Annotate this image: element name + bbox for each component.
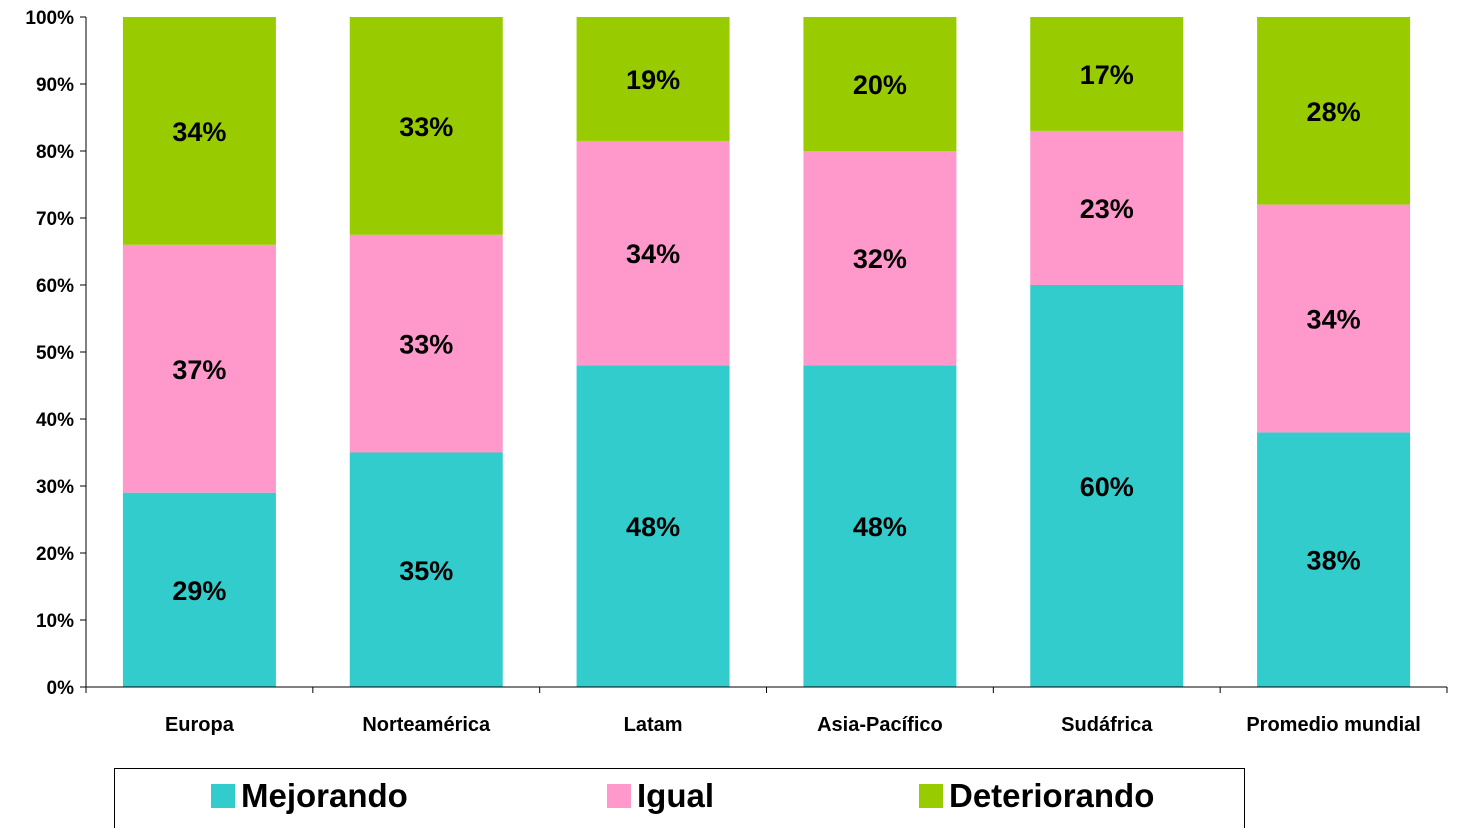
bar-latam-igual bbox=[576, 140, 730, 366]
legend-item-mejorando: Mejorando bbox=[211, 777, 408, 814]
data-label-europa-deteriorando: 34% bbox=[172, 117, 226, 147]
bar-sudafrica-mejorando bbox=[1030, 285, 1184, 687]
x-tick-label-promedio-mundial: Promedio mundial bbox=[1246, 714, 1420, 736]
y-tick-label-100: 100% bbox=[25, 8, 74, 29]
data-label-europa-mejorando: 29% bbox=[172, 576, 226, 606]
y-tick-label-50: 50% bbox=[36, 343, 74, 364]
legend-label-deteriorando: Deteriorando bbox=[949, 777, 1155, 814]
y-tick-label-80: 80% bbox=[36, 142, 74, 163]
y-tick-label-70: 70% bbox=[36, 209, 74, 230]
data-labels-group: 29% 37% 34% 35% 33% 33% 48% 34% 19% 48% 32% 20% 60% 2… bbox=[172, 60, 1360, 606]
legend-item-igual: Igual bbox=[607, 777, 715, 814]
x-tick-label-latam: Latam bbox=[624, 714, 683, 736]
legend-item-deteriorando: Deteriorando bbox=[919, 777, 1155, 814]
legend-swatch-deteriorando bbox=[919, 784, 943, 808]
y-tick-label-90: 90% bbox=[36, 75, 74, 96]
data-label-latam-mejorando: 48% bbox=[626, 512, 680, 542]
stacked-bar-chart: 29% 37% 34% 35% 33% 33% 48% 34% 19% 48% 32% 20% 60% 2… bbox=[25, 8, 1448, 736]
data-label-europa-igual: 37% bbox=[172, 355, 226, 385]
bar-norteamerica-deteriorando bbox=[349, 17, 503, 235]
data-label-asia-pacifico-igual: 32% bbox=[853, 244, 907, 274]
bar-latam-mejorando bbox=[576, 365, 730, 687]
y-tick-label-20: 20% bbox=[36, 544, 74, 565]
data-label-norteamerica-deteriorando: 33% bbox=[399, 112, 453, 142]
x-tick-label-sudafrica: Sudáfrica bbox=[1061, 714, 1153, 736]
bars-group bbox=[122, 17, 1411, 687]
x-tick-label-europa: Europa bbox=[165, 714, 235, 736]
data-label-sudafrica-mejorando: 60% bbox=[1080, 472, 1134, 502]
y-tick-label-0: 0% bbox=[47, 678, 75, 699]
y-tick-label-40: 40% bbox=[36, 410, 74, 431]
bar-promedio-mundial-mejorando bbox=[1257, 432, 1411, 687]
data-label-norteamerica-mejorando: 35% bbox=[399, 556, 453, 586]
legend: Mejorando Igual Deteriorando bbox=[114, 768, 1245, 828]
x-tick-label-asia-pacifico: Asia-Pacífico bbox=[817, 714, 943, 736]
bar-asia-pacifico-deteriorando bbox=[803, 17, 957, 151]
bar-promedio-mundial-deteriorando bbox=[1257, 17, 1411, 205]
bar-europa-igual bbox=[122, 244, 276, 493]
data-label-latam-deteriorando: 19% bbox=[626, 65, 680, 95]
x-tick-label-norteamerica: Norteamérica bbox=[362, 714, 491, 736]
data-label-sudafrica-deteriorando: 17% bbox=[1080, 60, 1134, 90]
data-label-promedio-mundial-igual: 34% bbox=[1307, 305, 1361, 335]
data-label-promedio-mundial-mejorando: 38% bbox=[1307, 546, 1361, 576]
bar-sudafrica-igual bbox=[1030, 130, 1184, 285]
data-label-promedio-mundial-deteriorando: 28% bbox=[1307, 97, 1361, 127]
data-label-latam-igual: 34% bbox=[626, 239, 680, 269]
bar-sudafrica-deteriorando bbox=[1030, 17, 1184, 131]
bar-asia-pacifico-mejorando bbox=[803, 365, 957, 687]
legend-swatch-mejorando bbox=[211, 784, 235, 808]
y-tick-label-30: 30% bbox=[36, 477, 74, 498]
bar-latam-deteriorando bbox=[576, 17, 730, 141]
bar-asia-pacifico-igual bbox=[803, 151, 957, 366]
data-label-asia-pacifico-mejorando: 48% bbox=[853, 512, 907, 542]
legend-label-igual: Igual bbox=[637, 777, 715, 814]
legend-swatch-igual bbox=[607, 784, 631, 808]
legend-label-mejorando: Mejorando bbox=[241, 777, 408, 814]
data-label-asia-pacifico-deteriorando: 20% bbox=[853, 70, 907, 100]
bar-norteamerica-igual bbox=[349, 234, 503, 453]
data-label-norteamerica-igual: 33% bbox=[399, 330, 453, 360]
bar-europa-mejorando bbox=[122, 492, 276, 687]
bar-europa-deteriorando bbox=[122, 17, 276, 245]
y-tick-label-10: 10% bbox=[36, 611, 74, 632]
bar-norteamerica-mejorando bbox=[349, 452, 503, 687]
bar-promedio-mundial-igual bbox=[1257, 204, 1411, 433]
data-label-sudafrica-igual: 23% bbox=[1080, 194, 1134, 224]
axes-group: Europa Norteamérica Latam Asia-Pacífico Sudá… bbox=[25, 8, 1448, 736]
y-tick-label-60: 60% bbox=[36, 276, 74, 297]
